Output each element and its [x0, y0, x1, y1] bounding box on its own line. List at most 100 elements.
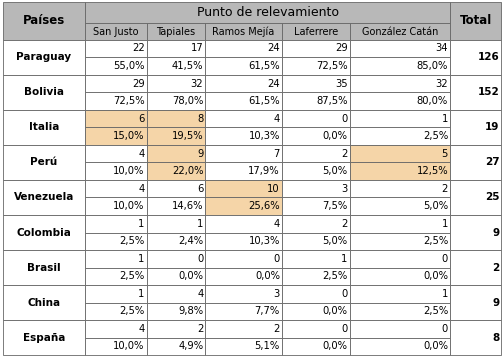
Text: 2,5%: 2,5%: [423, 236, 448, 246]
Text: 10,3%: 10,3%: [248, 236, 280, 246]
Text: 80,0%: 80,0%: [417, 96, 448, 106]
Text: 6: 6: [138, 114, 145, 124]
Text: 24: 24: [267, 79, 280, 89]
Text: 5,0%: 5,0%: [323, 166, 347, 176]
Text: 1: 1: [197, 219, 203, 229]
Text: 1: 1: [341, 254, 347, 264]
Text: 4: 4: [274, 219, 280, 229]
Text: Total: Total: [460, 14, 492, 27]
Text: 15,0%: 15,0%: [113, 131, 145, 141]
Text: Brasil: Brasil: [27, 263, 60, 273]
Text: Colombia: Colombia: [16, 227, 71, 237]
Text: 5: 5: [442, 149, 448, 159]
Text: 4,9%: 4,9%: [178, 341, 203, 351]
Text: 25: 25: [485, 192, 499, 202]
Text: 25,6%: 25,6%: [248, 201, 280, 211]
Text: 3: 3: [341, 184, 347, 194]
Text: Países: Países: [23, 14, 65, 27]
Text: 0: 0: [442, 254, 448, 264]
Text: 2,5%: 2,5%: [119, 271, 145, 281]
Text: 6: 6: [197, 184, 203, 194]
Text: Ramos Mejía: Ramos Mejía: [213, 26, 275, 37]
Text: 10,0%: 10,0%: [113, 341, 145, 351]
Text: China: China: [27, 298, 60, 308]
Text: Paraguay: Paraguay: [16, 52, 72, 62]
Text: 27: 27: [485, 157, 499, 167]
Text: 0,0%: 0,0%: [323, 341, 347, 351]
Text: 152: 152: [478, 87, 499, 97]
Text: 0: 0: [197, 254, 203, 264]
Text: 22,0%: 22,0%: [172, 166, 203, 176]
Text: 2,5%: 2,5%: [119, 236, 145, 246]
Text: Bolivia: Bolivia: [24, 87, 64, 97]
Text: 19: 19: [485, 122, 499, 132]
Text: 9: 9: [197, 149, 203, 159]
Text: 2: 2: [197, 324, 203, 334]
Text: 41,5%: 41,5%: [172, 61, 203, 71]
Text: 14,6%: 14,6%: [172, 201, 203, 211]
Text: 78,0%: 78,0%: [172, 96, 203, 106]
Text: 29: 29: [132, 79, 145, 89]
Text: España: España: [23, 333, 65, 343]
Text: 7,5%: 7,5%: [322, 201, 347, 211]
Text: 0,0%: 0,0%: [423, 341, 448, 351]
Text: 61,5%: 61,5%: [248, 61, 280, 71]
Text: Punto de relevamiento: Punto de relevamiento: [197, 6, 339, 19]
Text: 0: 0: [442, 324, 448, 334]
Text: 12,5%: 12,5%: [416, 166, 448, 176]
Text: 35: 35: [335, 79, 347, 89]
Text: Tapiales: Tapiales: [156, 26, 196, 36]
Text: 22: 22: [132, 44, 145, 54]
Text: 0: 0: [341, 289, 347, 299]
Text: 2: 2: [492, 263, 499, 273]
Text: 55,0%: 55,0%: [113, 61, 145, 71]
Text: 10,0%: 10,0%: [113, 201, 145, 211]
Text: 0,0%: 0,0%: [423, 271, 448, 281]
Text: 0: 0: [341, 114, 347, 124]
Text: 10,0%: 10,0%: [113, 166, 145, 176]
Text: 3: 3: [274, 289, 280, 299]
Text: 8: 8: [492, 333, 499, 343]
Text: 1: 1: [138, 219, 145, 229]
Text: 5,0%: 5,0%: [323, 236, 347, 246]
Text: 9: 9: [492, 227, 499, 237]
Text: 10,3%: 10,3%: [248, 131, 280, 141]
Text: 1: 1: [442, 114, 448, 124]
Text: 61,5%: 61,5%: [248, 96, 280, 106]
Text: San Justo: San Justo: [93, 26, 139, 36]
Text: Laferrere: Laferrere: [294, 26, 338, 36]
Text: Perú: Perú: [30, 157, 57, 167]
Text: 5,1%: 5,1%: [255, 341, 280, 351]
Text: 9: 9: [492, 298, 499, 308]
Text: 0: 0: [341, 324, 347, 334]
Text: 87,5%: 87,5%: [316, 96, 347, 106]
Text: 72,5%: 72,5%: [316, 61, 347, 71]
Text: 2,4%: 2,4%: [178, 236, 203, 246]
Text: 4: 4: [274, 114, 280, 124]
Text: 2,5%: 2,5%: [423, 131, 448, 141]
Text: 1: 1: [442, 289, 448, 299]
Text: 0,0%: 0,0%: [255, 271, 280, 281]
Text: 7: 7: [274, 149, 280, 159]
Text: 19,5%: 19,5%: [172, 131, 203, 141]
Text: 32: 32: [191, 79, 203, 89]
Text: 85,0%: 85,0%: [417, 61, 448, 71]
Text: 2,5%: 2,5%: [423, 306, 448, 316]
Text: 4: 4: [139, 324, 145, 334]
Text: 24: 24: [267, 44, 280, 54]
Text: Venezuela: Venezuela: [14, 192, 74, 202]
Text: 9,8%: 9,8%: [178, 306, 203, 316]
Text: 0: 0: [274, 254, 280, 264]
Text: 32: 32: [435, 79, 448, 89]
Text: 2,5%: 2,5%: [322, 271, 347, 281]
Text: 2,5%: 2,5%: [119, 306, 145, 316]
Text: 4: 4: [197, 289, 203, 299]
Text: 7,7%: 7,7%: [255, 306, 280, 316]
Text: González Catán: González Catán: [361, 26, 438, 36]
Text: 2: 2: [341, 219, 347, 229]
Text: Italia: Italia: [29, 122, 59, 132]
Text: 4: 4: [139, 184, 145, 194]
Text: 5,0%: 5,0%: [423, 201, 448, 211]
Text: 2: 2: [274, 324, 280, 334]
Text: 1: 1: [138, 289, 145, 299]
